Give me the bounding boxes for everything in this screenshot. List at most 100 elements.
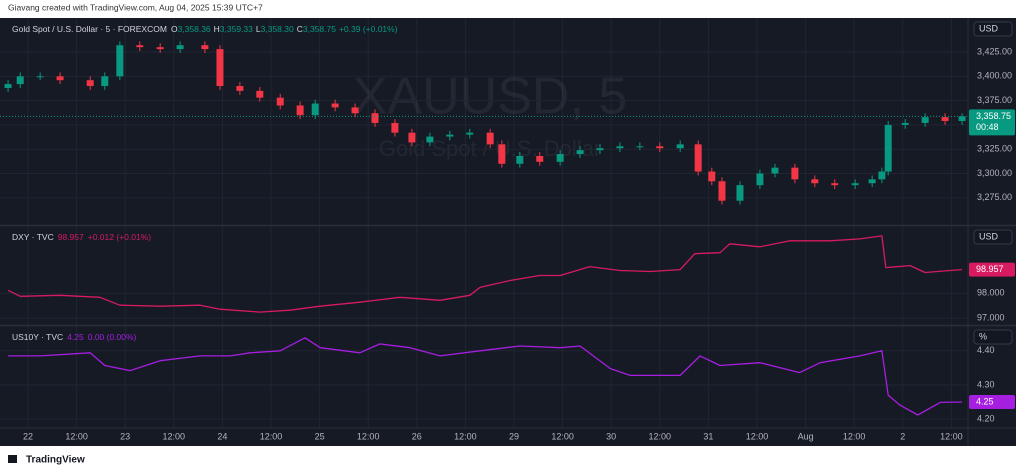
candle-body (371, 113, 379, 123)
y-tick-label: 3,400.00 (977, 71, 1012, 81)
legend-quote-value: 3,358.30 (260, 24, 294, 34)
y-tick-label: 98.000 (977, 288, 1005, 298)
candle-body (791, 167, 799, 180)
unit-label: USD (979, 231, 999, 241)
x-tick-label: 23 (120, 431, 130, 441)
legend-quote: L3,358.30 (256, 24, 294, 34)
last-price-tag (969, 395, 1015, 410)
legend-title: DXY · TVC (12, 232, 54, 242)
candle-body (408, 132, 416, 143)
y-tick-label: 3,325.00 (977, 144, 1012, 154)
last-price-tag (969, 109, 1015, 136)
x-tick-label: Aug (798, 431, 814, 441)
unit-label: USD (979, 23, 999, 33)
candle-body (884, 124, 892, 172)
candle-body (176, 45, 184, 50)
last-price-tag (969, 262, 1015, 277)
x-tick-label: 12:00 (357, 431, 380, 441)
y-tick-label: 4.40 (977, 345, 995, 355)
x-tick-label: 12:00 (843, 431, 866, 441)
candle-body (958, 116, 966, 122)
legend-quote: H3,359.33 (214, 24, 253, 34)
x-tick-label: 12:00 (551, 431, 574, 441)
candle-body (536, 156, 544, 162)
candle-body (486, 132, 494, 145)
candle-body (718, 181, 726, 201)
legend-value: 4.25 (67, 332, 84, 342)
y-tick-label: 4.30 (977, 379, 995, 389)
candle-body (331, 103, 339, 108)
legend-quote: C3,358.75 (297, 24, 336, 34)
y-tick-label: 3,425.00 (977, 46, 1012, 56)
x-tick-label: 12:00 (260, 431, 283, 441)
pane-legend: DXY · TVC 98.957 +0.012 (+0.01%) (12, 232, 155, 242)
watermark: XAUUSD, 5 (353, 68, 628, 126)
pane-legend: Gold Spot / U.S. Dollar · 5 · FOREXCOM O3… (12, 24, 402, 34)
y-tick-label: 97.000 (977, 312, 1005, 322)
candle-body (311, 103, 319, 116)
x-tick-label: 12:00 (65, 431, 88, 441)
candle-body (36, 76, 44, 78)
candle-body (636, 146, 644, 148)
legend-quote-key: O (170, 24, 178, 34)
candle-body (116, 45, 124, 77)
candle-body (446, 134, 454, 137)
x-tick-label: 12:00 (454, 431, 477, 441)
candle-body (156, 47, 164, 50)
candle-body (771, 167, 779, 174)
candle-body (868, 179, 876, 184)
candle-body (4, 84, 12, 88)
x-tick-label: 31 (703, 431, 713, 441)
candle-body (811, 179, 819, 184)
legend-change: 0.00 (0.00%) (87, 332, 137, 342)
candle-body (756, 173, 764, 186)
countdown-label: 00:48 (976, 122, 999, 132)
candle-body (216, 49, 224, 87)
candle-body (596, 148, 604, 151)
candle-body (426, 136, 434, 143)
x-tick-label: 12:00 (746, 431, 769, 441)
candle-body (576, 150, 584, 155)
legend-quote-key: L (255, 24, 261, 34)
candle-body (56, 76, 64, 81)
legend-change: +0.012 (+0.01%) (87, 232, 152, 242)
legend-title: Gold Spot / U.S. Dollar · 5 · FOREXCOM (12, 24, 167, 34)
x-tick-label: 12:00 (940, 431, 963, 441)
candle-body (498, 144, 506, 164)
legend-quote: O3,358.36 (171, 24, 211, 34)
candle-body (901, 122, 909, 125)
unit-button (973, 21, 1013, 37)
legend-quote-value: 3,358.36 (177, 24, 211, 34)
candle-body (831, 183, 839, 186)
last-price-label: 98.957 (976, 264, 1004, 274)
x-tick-label: 12:00 (649, 431, 672, 441)
x-tick-label: 24 (217, 431, 227, 441)
x-tick-label: 22 (23, 431, 33, 441)
candle-body (276, 97, 284, 106)
candle-body (296, 105, 304, 116)
last-price-label: 4.25 (976, 396, 994, 406)
unit-label: % (979, 331, 987, 341)
candle-body (616, 146, 624, 149)
series-line (8, 337, 963, 416)
candle-body (556, 154, 564, 162)
legend-value: 98.957 (57, 232, 84, 242)
unit-button (973, 229, 1013, 245)
x-tick-label: 2 (900, 431, 905, 441)
candle-body (941, 117, 949, 122)
y-tick-label: 3,375.00 (977, 95, 1012, 105)
legend-quote-value: 3,358.75 (302, 24, 336, 34)
footer-brand: TradingView (26, 455, 85, 466)
candle-body (656, 146, 664, 149)
candle-body (736, 185, 744, 201)
y-tick-label: 4.20 (977, 413, 995, 423)
candle-body (201, 45, 209, 50)
candle-body (16, 76, 24, 85)
series-line (7, 235, 963, 313)
candle-body (136, 45, 144, 48)
candle-body (466, 132, 474, 135)
y-tick-label: 3,275.00 (977, 192, 1012, 202)
pane-legend: US10Y · TVC 4.25 0.00 (0.00%) (12, 332, 140, 342)
